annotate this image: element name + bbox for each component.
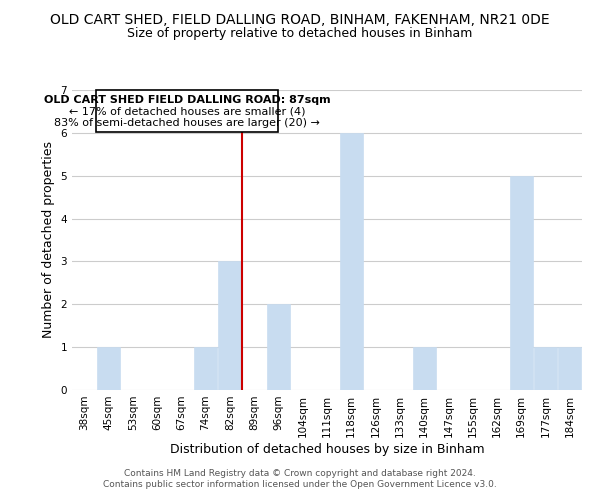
Bar (559, 347, 581, 390)
Bar (97, 347, 120, 390)
Text: OLD CART SHED, FIELD DALLING ROAD, BINHAM, FAKENHAM, NR21 0DE: OLD CART SHED, FIELD DALLING ROAD, BINHA… (50, 12, 550, 26)
Bar (194, 347, 217, 390)
Bar (413, 347, 436, 390)
Text: ← 17% of detached houses are smaller (4): ← 17% of detached houses are smaller (4) (69, 106, 305, 117)
Bar (267, 304, 290, 390)
Bar (340, 133, 363, 390)
Text: Size of property relative to detached houses in Binham: Size of property relative to detached ho… (127, 28, 473, 40)
Text: 83% of semi-detached houses are larger (20) →: 83% of semi-detached houses are larger (… (55, 118, 320, 128)
X-axis label: Distribution of detached houses by size in Binham: Distribution of detached houses by size … (170, 442, 484, 456)
Bar (96, 90, 278, 132)
Text: Contains public sector information licensed under the Open Government Licence v3: Contains public sector information licen… (103, 480, 497, 489)
Y-axis label: Number of detached properties: Number of detached properties (42, 142, 55, 338)
Text: Contains HM Land Registry data © Crown copyright and database right 2024.: Contains HM Land Registry data © Crown c… (124, 468, 476, 477)
Bar (510, 176, 533, 390)
Bar (534, 347, 557, 390)
Text: OLD CART SHED FIELD DALLING ROAD: 87sqm: OLD CART SHED FIELD DALLING ROAD: 87sqm (44, 95, 331, 105)
Bar (218, 262, 241, 390)
